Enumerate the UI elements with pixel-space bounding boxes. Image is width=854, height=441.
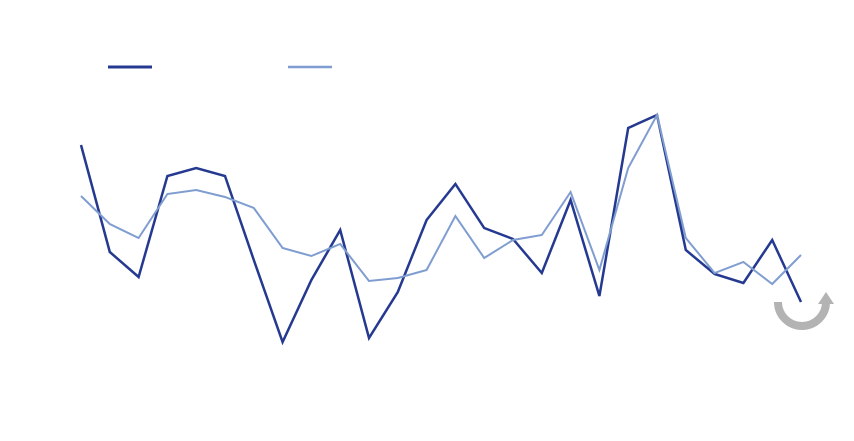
series-line: [80, 112, 802, 286]
series-line: [79, 113, 803, 346]
reload-button[interactable]: [774, 292, 834, 330]
reload-arrowhead[interactable]: [818, 292, 834, 304]
reload-arc[interactable]: [774, 301, 830, 330]
